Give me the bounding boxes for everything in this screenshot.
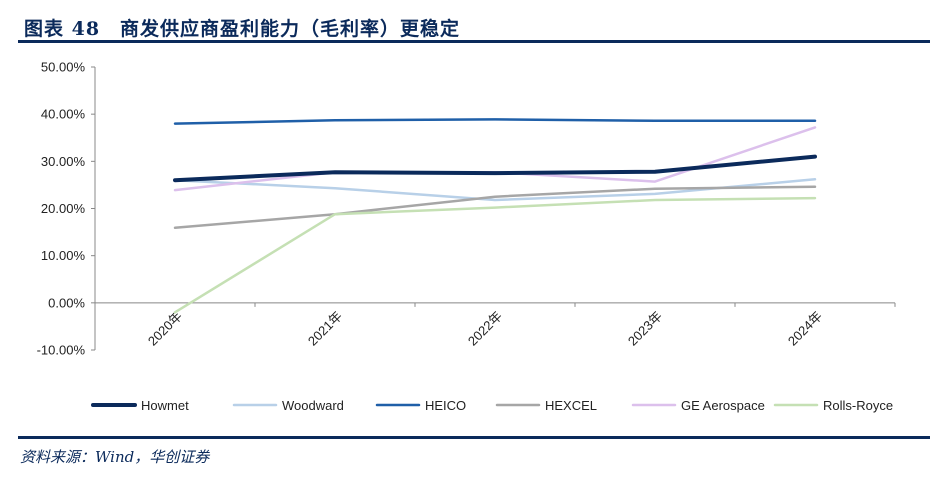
y-tick-label: 30.00% [41,154,86,169]
series-line-hexcel [173,185,817,230]
series-line-heico [173,118,817,125]
legend-label-heico: HEICO [425,398,466,413]
series-line-howmet [173,154,817,183]
source-note: 资料来源：Wind，华创证券 [20,448,210,466]
x-tick-label: 2022年 [465,308,505,348]
series-line-ge-aerospace [173,126,817,192]
legend-label-woodward: Woodward [282,398,344,413]
x-tick-label: 2020年 [145,308,185,348]
figure-header: 图表 48 商发供应商盈利能力（毛利率）更稳定 [18,6,930,43]
y-tick-label: 0.00% [48,295,85,310]
x-tick-label: 2021年 [305,308,345,348]
chart: 50.00% 40.00% 30.00% 20.00% 10.00% 0.00% -10.0… [37,60,896,413]
series-line-rolls-royce [173,196,817,314]
y-tick-label: 20.00% [41,201,86,216]
y-tick-label: -10.00% [37,343,86,358]
y-tick-label: 10.00% [41,248,86,263]
y-tick-label: 50.00% [41,60,86,75]
x-tick-label: 2024年 [785,308,825,348]
legend-label-ge-aerospace: GE Aerospace [681,398,765,413]
legend-label-rolls-royce: Rolls-Royce [823,398,893,413]
figure-title: 图表 48 商发供应商盈利能力（毛利率）更稳定 [24,18,461,40]
legend-label-hexcel: HEXCEL [545,398,597,413]
legend-label-howmet: Howmet [141,398,189,413]
footer-divider [18,436,930,439]
x-tick-label: 2023年 [625,308,665,348]
y-tick-label: 40.00% [41,107,86,122]
